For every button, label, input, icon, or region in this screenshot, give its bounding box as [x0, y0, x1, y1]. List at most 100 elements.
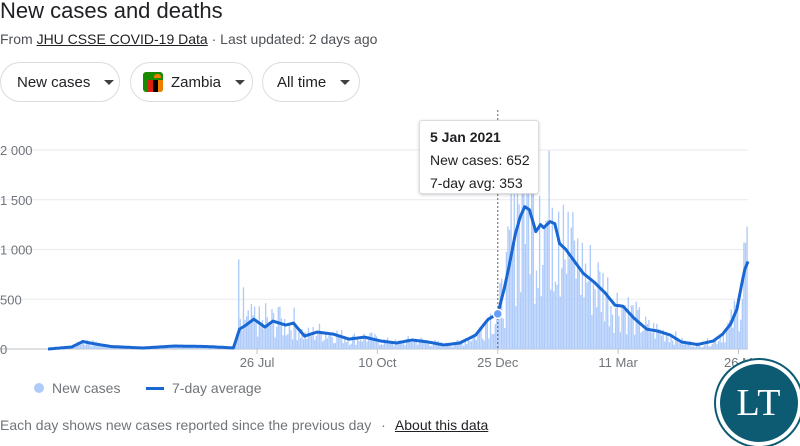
daily-case-bar	[290, 329, 292, 349]
daily-case-bar	[315, 335, 317, 349]
legend-new-cases[interactable]: New cases	[34, 380, 120, 396]
daily-case-bar	[497, 306, 500, 349]
daily-case-bar	[260, 321, 262, 349]
daily-case-bar	[556, 284, 558, 349]
daily-case-bar	[502, 318, 504, 349]
daily-case-bar	[678, 342, 680, 349]
chevron-down-icon	[235, 79, 246, 85]
daily-case-bar	[553, 291, 555, 349]
daily-case-bar	[81, 341, 83, 349]
legend-dot-icon	[34, 383, 44, 393]
about-data-link[interactable]: About this data	[394, 417, 489, 433]
daily-case-bar	[390, 343, 392, 349]
daily-case-bar	[443, 347, 446, 349]
daily-case-bar	[383, 339, 386, 349]
daily-case-bar	[557, 211, 560, 349]
source-prefix: From	[0, 31, 37, 47]
daily-case-bar	[711, 344, 713, 349]
daily-case-bar	[431, 345, 433, 349]
daily-case-bar	[713, 340, 715, 349]
daily-case-bar	[611, 314, 614, 349]
daily-case-bar	[409, 339, 411, 349]
daily-case-bar	[404, 345, 406, 349]
daily-case-bar	[738, 331, 740, 349]
daily-case-bar	[732, 327, 734, 349]
daily-case-bar	[279, 306, 281, 349]
metric-dropdown[interactable]: New cases	[0, 62, 120, 102]
daily-case-bar	[350, 343, 352, 349]
daily-case-bar	[298, 331, 300, 349]
source-link[interactable]: JHU CSSE COVID-19 Data	[36, 31, 208, 47]
daily-case-bar	[78, 344, 80, 349]
daily-case-bar	[664, 341, 666, 349]
time-range-dropdown[interactable]: All time	[262, 62, 360, 102]
daily-case-bar	[692, 346, 694, 349]
daily-case-bar	[599, 271, 601, 349]
daily-case-bar	[646, 324, 648, 349]
x-tick-label: 10 Oct	[358, 355, 397, 370]
y-tick-label: 0	[0, 342, 7, 357]
y-tick-label: 1 000	[0, 243, 33, 258]
daily-case-bar	[317, 333, 319, 349]
daily-case-bar	[651, 332, 653, 349]
daily-case-bar	[306, 338, 308, 349]
daily-case-bar	[584, 263, 587, 349]
daily-case-bar	[162, 347, 164, 349]
daily-case-bar	[475, 340, 477, 349]
daily-case-bar	[423, 341, 425, 349]
daily-case-bar	[565, 273, 568, 349]
country-dropdown-label: Zambia	[171, 73, 222, 91]
daily-case-bar	[662, 329, 664, 349]
daily-case-bar	[179, 347, 181, 349]
daily-case-bar	[86, 339, 88, 349]
daily-case-bar	[285, 335, 287, 349]
daily-case-bar	[358, 341, 360, 349]
daily-case-bar	[291, 339, 294, 349]
daily-case-bar	[334, 342, 336, 349]
daily-case-bar	[564, 259, 566, 349]
daily-case-bar	[347, 340, 349, 349]
daily-case-bar	[310, 336, 313, 349]
daily-case-bar	[455, 344, 457, 349]
source-line: From JHU CSSE COVID-19 Data · Last updat…	[0, 31, 377, 47]
page-title: New cases and deaths	[0, 0, 223, 23]
daily-case-bar	[369, 332, 371, 349]
y-tick-label: 1 500	[0, 193, 33, 208]
daily-case-bar	[567, 211, 569, 349]
cases-chart[interactable]: 2 000 1 500 1 000 500 0 26 Jul 10 Oct 25 Dec 11 …	[0, 110, 800, 372]
daily-case-bar	[459, 342, 462, 349]
daily-case-bar	[415, 339, 417, 349]
daily-case-bar	[247, 310, 249, 349]
daily-case-bar	[464, 341, 466, 349]
daily-case-bar	[670, 334, 672, 349]
daily-case-bar	[467, 339, 470, 349]
daily-case-bar	[407, 336, 409, 349]
daily-case-bar	[366, 341, 368, 349]
daily-case-bar	[263, 329, 265, 349]
daily-case-bar	[282, 335, 284, 349]
daily-case-bar	[546, 220, 549, 349]
daily-case-bar	[458, 340, 460, 349]
daily-case-bar	[589, 244, 591, 349]
chevron-down-icon	[104, 79, 115, 85]
daily-case-bar	[244, 320, 246, 349]
daily-case-bar	[619, 332, 622, 349]
daily-case-bar	[372, 340, 375, 349]
daily-case-bar	[101, 345, 104, 349]
daily-case-bar	[314, 339, 316, 349]
daily-case-bar	[453, 344, 455, 349]
legend-7day-average[interactable]: 7-day average	[146, 380, 262, 396]
daily-case-bar	[89, 343, 91, 349]
daily-case-bar	[657, 329, 660, 349]
daily-case-bar	[195, 348, 197, 349]
daily-case-bar	[323, 339, 325, 349]
daily-case-bar	[595, 307, 598, 349]
legend-new-cases-label: New cases	[52, 380, 121, 396]
legend-7day-average-label: 7-day average	[172, 380, 262, 396]
country-dropdown[interactable]: Zambia	[130, 62, 253, 102]
daily-case-bar	[74, 346, 77, 349]
daily-case-bar	[743, 242, 745, 349]
x-tick-label: 26 Jul	[240, 355, 275, 370]
daily-case-bar	[741, 299, 744, 349]
daily-case-bar	[426, 340, 428, 349]
